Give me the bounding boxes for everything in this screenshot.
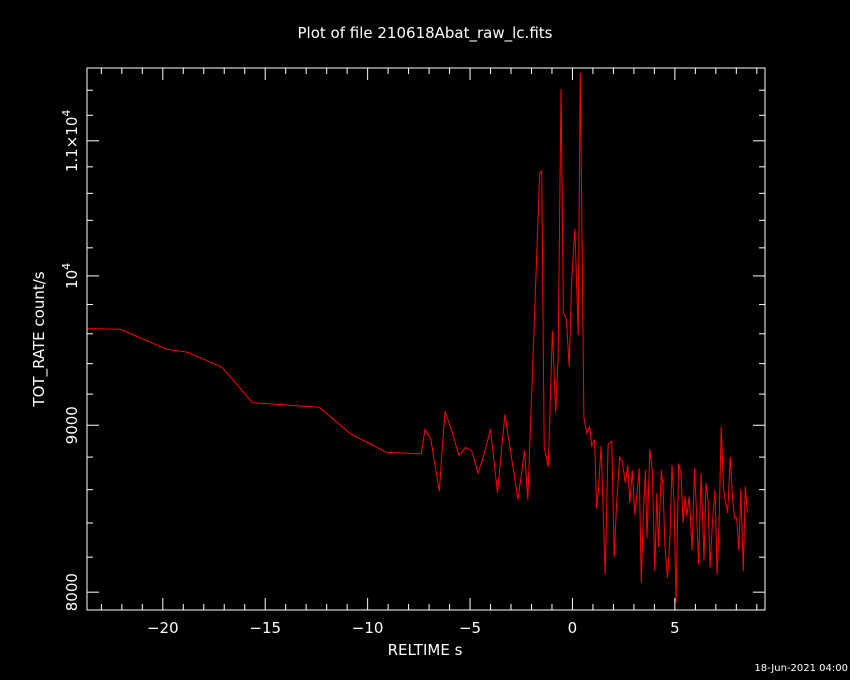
plot-frame	[86, 67, 766, 611]
y-tick-mantissa: 1.1×10	[63, 117, 81, 173]
y-tick-exponent: 4	[60, 110, 73, 117]
plot-border	[86, 67, 766, 611]
y-tick-label: 1.1×104	[60, 110, 81, 173]
x-tick-label: −5	[459, 619, 481, 637]
series-line-0	[87, 72, 748, 603]
x-axis-ticks: −20 −15 −10 −5 0 5	[100, 68, 758, 637]
y-tick-exponent: 4	[60, 263, 73, 270]
y-tick-label: 104	[60, 263, 81, 289]
x-tick-label: −20	[147, 619, 179, 637]
series-group	[87, 72, 748, 603]
y-tick-mantissa: 8000	[63, 573, 81, 611]
x-axis-label: RELTIME s	[388, 641, 463, 659]
y-tick-label: 9000	[63, 406, 81, 444]
x-tick-label: 0	[568, 619, 578, 637]
chart-title: Plot of file 210618Abat_raw_lc.fits	[298, 24, 553, 43]
y-axis-label: TOT_RATE count/s	[30, 271, 49, 407]
x-tick-label: −15	[249, 619, 281, 637]
x-tick-label: 5	[670, 619, 680, 637]
y-tick-mantissa: 9000	[63, 406, 81, 444]
x-tick-label: −10	[352, 619, 384, 637]
y-tick-mantissa: 10	[63, 270, 81, 289]
timestamp: 18-Jun-2021 04:00	[754, 663, 848, 674]
y-tick-label: 8000	[63, 573, 81, 611]
